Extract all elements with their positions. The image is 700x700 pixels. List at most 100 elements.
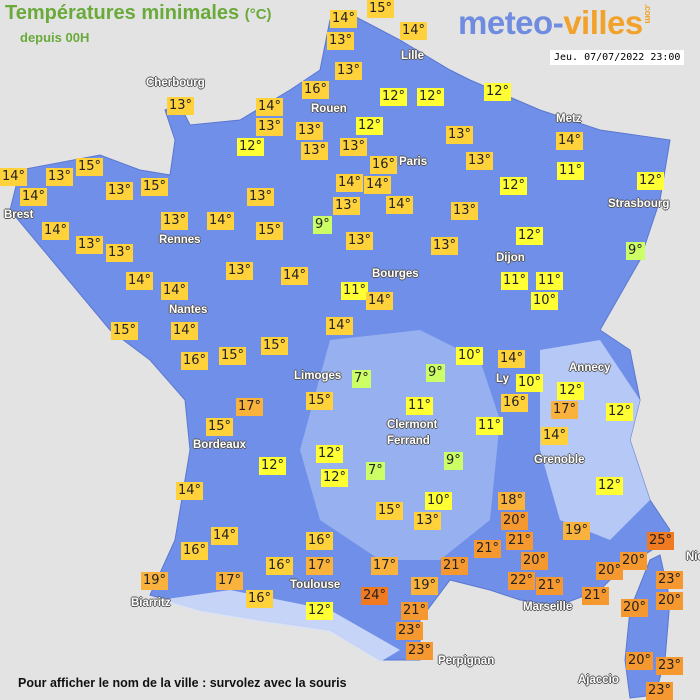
temperature-label[interactable]: 23° — [646, 682, 674, 700]
temperature-label[interactable]: 19° — [563, 522, 591, 540]
temperature-label[interactable]: 14° — [211, 527, 239, 545]
temperature-label[interactable]: 21° — [506, 532, 534, 550]
temperature-label[interactable]: 13° — [167, 97, 195, 115]
temperature-label[interactable]: 22° — [508, 572, 536, 590]
temperature-label[interactable]: 15° — [111, 322, 139, 340]
temperature-label[interactable]: 21° — [441, 557, 469, 575]
temperature-label[interactable]: 14° — [326, 317, 354, 335]
temperature-label[interactable]: 13° — [451, 202, 479, 220]
temperature-label[interactable]: 11° — [476, 417, 504, 435]
temperature-label[interactable]: 12° — [500, 177, 528, 195]
temperature-label[interactable]: 15° — [206, 418, 234, 436]
temperature-label[interactable]: 11° — [341, 282, 369, 300]
temperature-label[interactable]: 13° — [106, 244, 134, 262]
temperature-label[interactable]: 19° — [141, 572, 169, 590]
temperature-label[interactable]: 17° — [216, 572, 244, 590]
temperature-label[interactable]: 12° — [516, 227, 544, 245]
temperature-label[interactable]: 11° — [501, 272, 529, 290]
temperature-label[interactable]: 12° — [417, 88, 445, 106]
temperature-label[interactable]: 13° — [76, 236, 104, 254]
temperature-label[interactable]: 23° — [396, 622, 424, 640]
temperature-label[interactable]: 9° — [626, 242, 645, 260]
temperature-label[interactable]: 20° — [521, 552, 549, 570]
temperature-label[interactable]: 13° — [301, 142, 329, 160]
temperature-label[interactable]: 20° — [620, 552, 648, 570]
temperature-label[interactable]: 17° — [236, 398, 264, 416]
temperature-label[interactable]: 10° — [456, 347, 484, 365]
temperature-label[interactable]: 16° — [181, 352, 209, 370]
temperature-label[interactable]: 11° — [557, 162, 585, 180]
temperature-label[interactable]: 13° — [346, 232, 374, 250]
temperature-label[interactable]: 14° — [161, 282, 189, 300]
temperature-label[interactable]: 21° — [474, 540, 502, 558]
temperature-label[interactable]: 13° — [335, 62, 363, 80]
temperature-label[interactable]: 11° — [536, 272, 564, 290]
temperature-label[interactable]: 14° — [330, 10, 358, 28]
temperature-label[interactable]: 7° — [352, 370, 371, 388]
temperature-label[interactable]: 15° — [256, 222, 284, 240]
temperature-label[interactable]: 13° — [414, 512, 442, 530]
temperature-label[interactable]: 12° — [484, 83, 512, 101]
temperature-label[interactable]: 17° — [306, 557, 334, 575]
temperature-label[interactable]: 12° — [259, 457, 287, 475]
temperature-label[interactable]: 15° — [306, 392, 334, 410]
temperature-label[interactable]: 11° — [406, 397, 434, 415]
logo[interactable]: meteo-villes.com — [458, 4, 653, 42]
temperature-label[interactable]: 13° — [226, 262, 254, 280]
temperature-label[interactable]: 23° — [656, 657, 684, 675]
temperature-label[interactable]: 14° — [366, 292, 394, 310]
temperature-label[interactable]: 14° — [386, 196, 414, 214]
temperature-label[interactable]: 14° — [0, 168, 28, 186]
temperature-label[interactable]: 13° — [161, 212, 189, 230]
temperature-label[interactable]: 14° — [541, 427, 569, 445]
temperature-label[interactable]: 9° — [426, 364, 445, 382]
temperature-label[interactable]: 14° — [400, 22, 428, 40]
temperature-label[interactable]: 10° — [531, 292, 559, 310]
temperature-label[interactable]: 16° — [246, 590, 274, 608]
temperature-label[interactable]: 9° — [444, 452, 463, 470]
temperature-label[interactable]: 15° — [141, 178, 169, 196]
temperature-label[interactable]: 16° — [306, 532, 334, 550]
temperature-label[interactable]: 13° — [296, 122, 324, 140]
temperature-label[interactable]: 15° — [376, 502, 404, 520]
temperature-label[interactable]: 12° — [316, 445, 344, 463]
temperature-label[interactable]: 21° — [401, 602, 429, 620]
temperature-label[interactable]: 14° — [171, 322, 199, 340]
temperature-label[interactable]: 12° — [356, 117, 384, 135]
temperature-label[interactable]: 14° — [498, 350, 526, 368]
temperature-label[interactable]: 20° — [501, 512, 529, 530]
temperature-label[interactable]: 13° — [340, 138, 368, 156]
temperature-label[interactable]: 14° — [42, 222, 70, 240]
temperature-label[interactable]: 16° — [370, 156, 398, 174]
temperature-label[interactable]: 20° — [621, 599, 649, 617]
temperature-label[interactable]: 13° — [431, 237, 459, 255]
temperature-label[interactable]: 16° — [266, 557, 294, 575]
temperature-label[interactable]: 13° — [46, 168, 74, 186]
temperature-label[interactable]: 7° — [366, 462, 385, 480]
temperature-label[interactable]: 13° — [333, 197, 361, 215]
temperature-label[interactable]: 21° — [582, 587, 610, 605]
temperature-label[interactable]: 20° — [596, 562, 624, 580]
temperature-label[interactable]: 14° — [256, 98, 284, 116]
temperature-label[interactable]: 16° — [302, 81, 330, 99]
temperature-label[interactable]: 13° — [256, 118, 284, 136]
temperature-label[interactable]: 12° — [380, 88, 408, 106]
temperature-label[interactable]: 14° — [336, 174, 364, 192]
temperature-label[interactable]: 12° — [237, 138, 265, 156]
temperature-label[interactable]: 16° — [501, 394, 529, 412]
temperature-label[interactable]: 25° — [647, 532, 675, 550]
temperature-label[interactable]: 21° — [536, 577, 564, 595]
temperature-label[interactable]: 14° — [207, 212, 235, 230]
temperature-label[interactable]: 23° — [406, 642, 434, 660]
temperature-label[interactable]: 12° — [606, 403, 634, 421]
temperature-label[interactable]: 13° — [466, 152, 494, 170]
temperature-label[interactable]: 10° — [425, 492, 453, 510]
temperature-label[interactable]: 12° — [321, 469, 349, 487]
temperature-label[interactable]: 15° — [76, 158, 104, 176]
temperature-label[interactable]: 24° — [361, 587, 389, 605]
temperature-label[interactable]: 13° — [446, 126, 474, 144]
temperature-label[interactable]: 13° — [247, 188, 275, 206]
temperature-label[interactable]: 15° — [367, 0, 395, 18]
temperature-label[interactable]: 14° — [176, 482, 204, 500]
temperature-label[interactable]: 23° — [656, 571, 684, 589]
